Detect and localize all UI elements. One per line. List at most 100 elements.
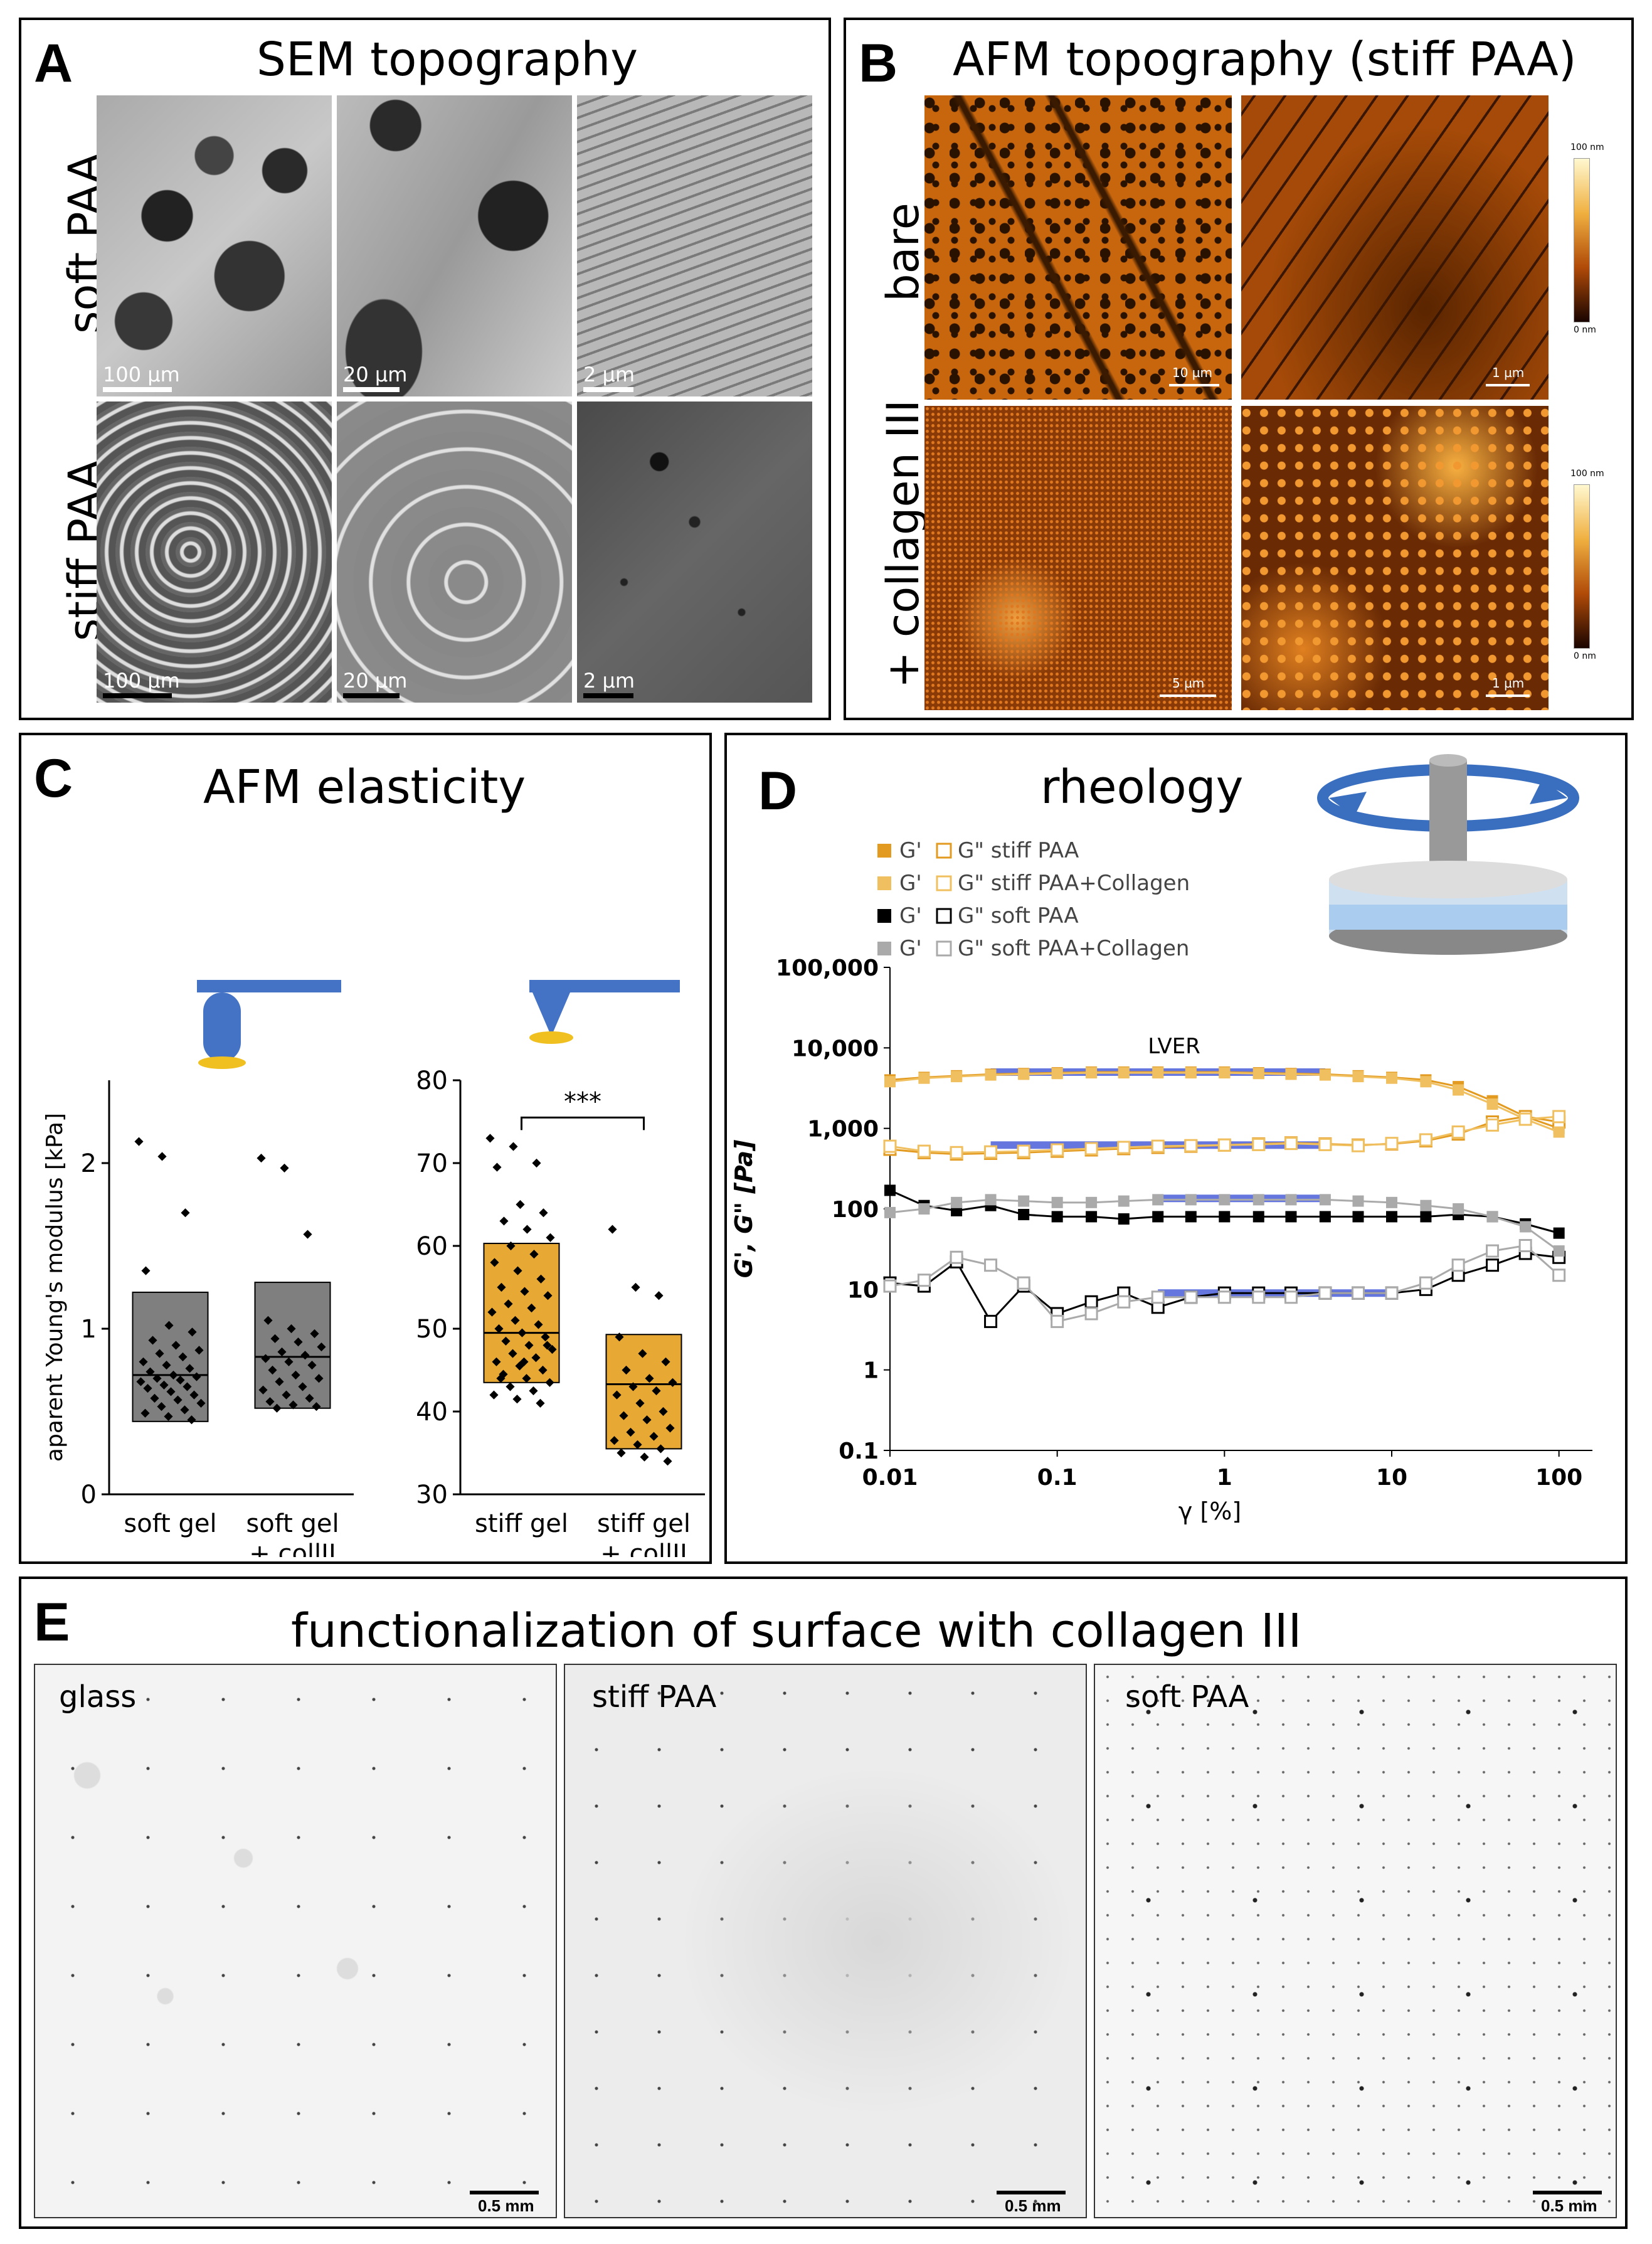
panel-e: E functionalization of surface with coll…: [19, 1577, 1628, 2229]
d-data-point: [1352, 1071, 1364, 1083]
c-category-label: soft gel: [124, 1509, 216, 1538]
c-data-point: [619, 1411, 628, 1420]
sem-stiff-2um: [577, 401, 812, 703]
scale-bar-a2: [343, 387, 400, 392]
d-data-point: [1486, 1258, 1500, 1272]
c-data-point: [512, 1395, 522, 1404]
c-y-tick-label: 70: [416, 1149, 448, 1178]
e-soft-scale: 0.5 mm: [1541, 2196, 1597, 2215]
d-data-point: [1017, 1144, 1030, 1158]
afm-coll-5um: [924, 406, 1232, 710]
d-data-point: [1151, 1290, 1165, 1304]
c-data-point: [612, 1390, 622, 1400]
c-data-point: [257, 1154, 266, 1163]
d-x-tick-label: 0.1: [1037, 1465, 1078, 1491]
d-data-point: [1552, 1268, 1566, 1282]
scale-bar-b3: [1160, 694, 1216, 697]
d-data-point: [985, 1194, 997, 1206]
c-data-point: [506, 1382, 515, 1391]
c-data-point: [635, 1398, 645, 1408]
d-data-point: [1419, 1276, 1432, 1290]
elasticity-chart: 0 1 2 aparent Young's modulus [kPa] soft gel…: [42, 980, 705, 1557]
c-data-point: [282, 1390, 291, 1400]
e-glass-scale-bar: [470, 2191, 539, 2194]
c-data-point: [298, 1382, 307, 1391]
c-data-point: [516, 1199, 525, 1210]
d-data-point: [1252, 1068, 1264, 1080]
c-data-point: [492, 1162, 502, 1172]
d-data-point: [1486, 1118, 1500, 1132]
panel-a-title: SEM topography: [257, 33, 638, 87]
d-data-point: [1385, 1137, 1399, 1151]
colloid-probe-icon: [197, 980, 341, 1069]
d-data-point: [1285, 1068, 1297, 1080]
d-data-point: [1252, 1137, 1266, 1151]
scale-bar-b2: [1486, 384, 1530, 386]
scale-b2: 1 µm: [1492, 365, 1525, 380]
scale-b1: 10 µm: [1172, 365, 1213, 380]
c-data-point: [649, 1432, 659, 1441]
e-soft-scale-bar: [1533, 2191, 1602, 2194]
d-data-point: [950, 1146, 963, 1159]
c-data-point: [511, 1316, 520, 1325]
c-data-point: [490, 1258, 499, 1267]
panel-c-title: AFM elasticity: [203, 760, 526, 814]
panel-b-title: AFM topography (stiff PAA): [953, 33, 1577, 87]
c-data-point: [610, 1436, 619, 1445]
scale-bar-a1: [103, 387, 172, 392]
c-data-point: [280, 1163, 289, 1173]
rheometer-icon: [1317, 754, 1579, 955]
c-data-point: [487, 1307, 497, 1317]
d-data-point: [1386, 1072, 1397, 1084]
d-data-point: [1351, 1139, 1365, 1152]
c-data-point: [513, 1266, 522, 1275]
c-data-point: [638, 1349, 647, 1358]
c-data-point: [608, 1225, 617, 1234]
sharp-tip-icon: [529, 980, 680, 1044]
c-data-point: [665, 1423, 675, 1433]
c-data-point: [155, 1349, 164, 1358]
d-y-tick-label: 0.1: [839, 1438, 879, 1464]
d-y-tick-label: 1,000: [807, 1117, 879, 1142]
d-data-point: [1051, 1196, 1063, 1208]
c-data-point: [501, 1336, 511, 1346]
c-data-point: [534, 1320, 543, 1329]
panel-d: D rheology G' G" stiff PAA G' G" stiff PAA+…: [724, 733, 1628, 1564]
c-data-point: [520, 1287, 529, 1296]
scale-bar-a5: [343, 693, 400, 698]
panel-b-label: B: [859, 33, 898, 93]
c-category-label: stiff gel: [475, 1509, 568, 1538]
c-data-point: [536, 1398, 545, 1408]
d-data-point: [1386, 1196, 1397, 1208]
d-data-point: [1086, 1211, 1098, 1223]
c-data-point: [305, 1393, 314, 1403]
d-data-point: [1118, 1213, 1130, 1225]
d-data-point: [917, 1144, 931, 1158]
d-data-point: [984, 1145, 998, 1159]
d-legend-filled-marker: [877, 942, 891, 955]
d-data-point: [951, 1196, 963, 1208]
panel-c-label: C: [34, 748, 73, 809]
panel-b: B AFM topography (stiff PAA) bare + coll…: [844, 18, 1634, 720]
colorbar-bare-bottom: 0 nm: [1574, 325, 1596, 335]
colorbar-coll-bottom: 0 nm: [1574, 651, 1596, 661]
c-data-point: [615, 1332, 624, 1342]
c-y-tick-label: 40: [416, 1398, 448, 1427]
d-legend-g2: G" stiff PAA: [958, 838, 1079, 863]
d-data-point: [1018, 1068, 1030, 1080]
scale-a2: 20 µm: [343, 363, 408, 386]
e-stiff-image: [564, 1664, 1087, 2218]
panel-c: C AFM elasticity 0 1 2 aparent Young's modu…: [19, 733, 712, 1564]
panel-b-row-bare: bare: [877, 203, 929, 302]
d-data-point: [1351, 1286, 1365, 1300]
c-data-point: [171, 1341, 181, 1350]
d-data-point: [1084, 1142, 1098, 1156]
c-data-point: [654, 1291, 664, 1300]
c-significance-bracket: [521, 1116, 645, 1130]
c-data-point: [178, 1352, 188, 1361]
d-data-point: [1453, 1084, 1464, 1096]
c-data-point: [294, 1337, 303, 1347]
d-legend-g1: G': [899, 838, 922, 863]
d-data-point: [1217, 1138, 1231, 1152]
c-data-point: [508, 1349, 517, 1358]
